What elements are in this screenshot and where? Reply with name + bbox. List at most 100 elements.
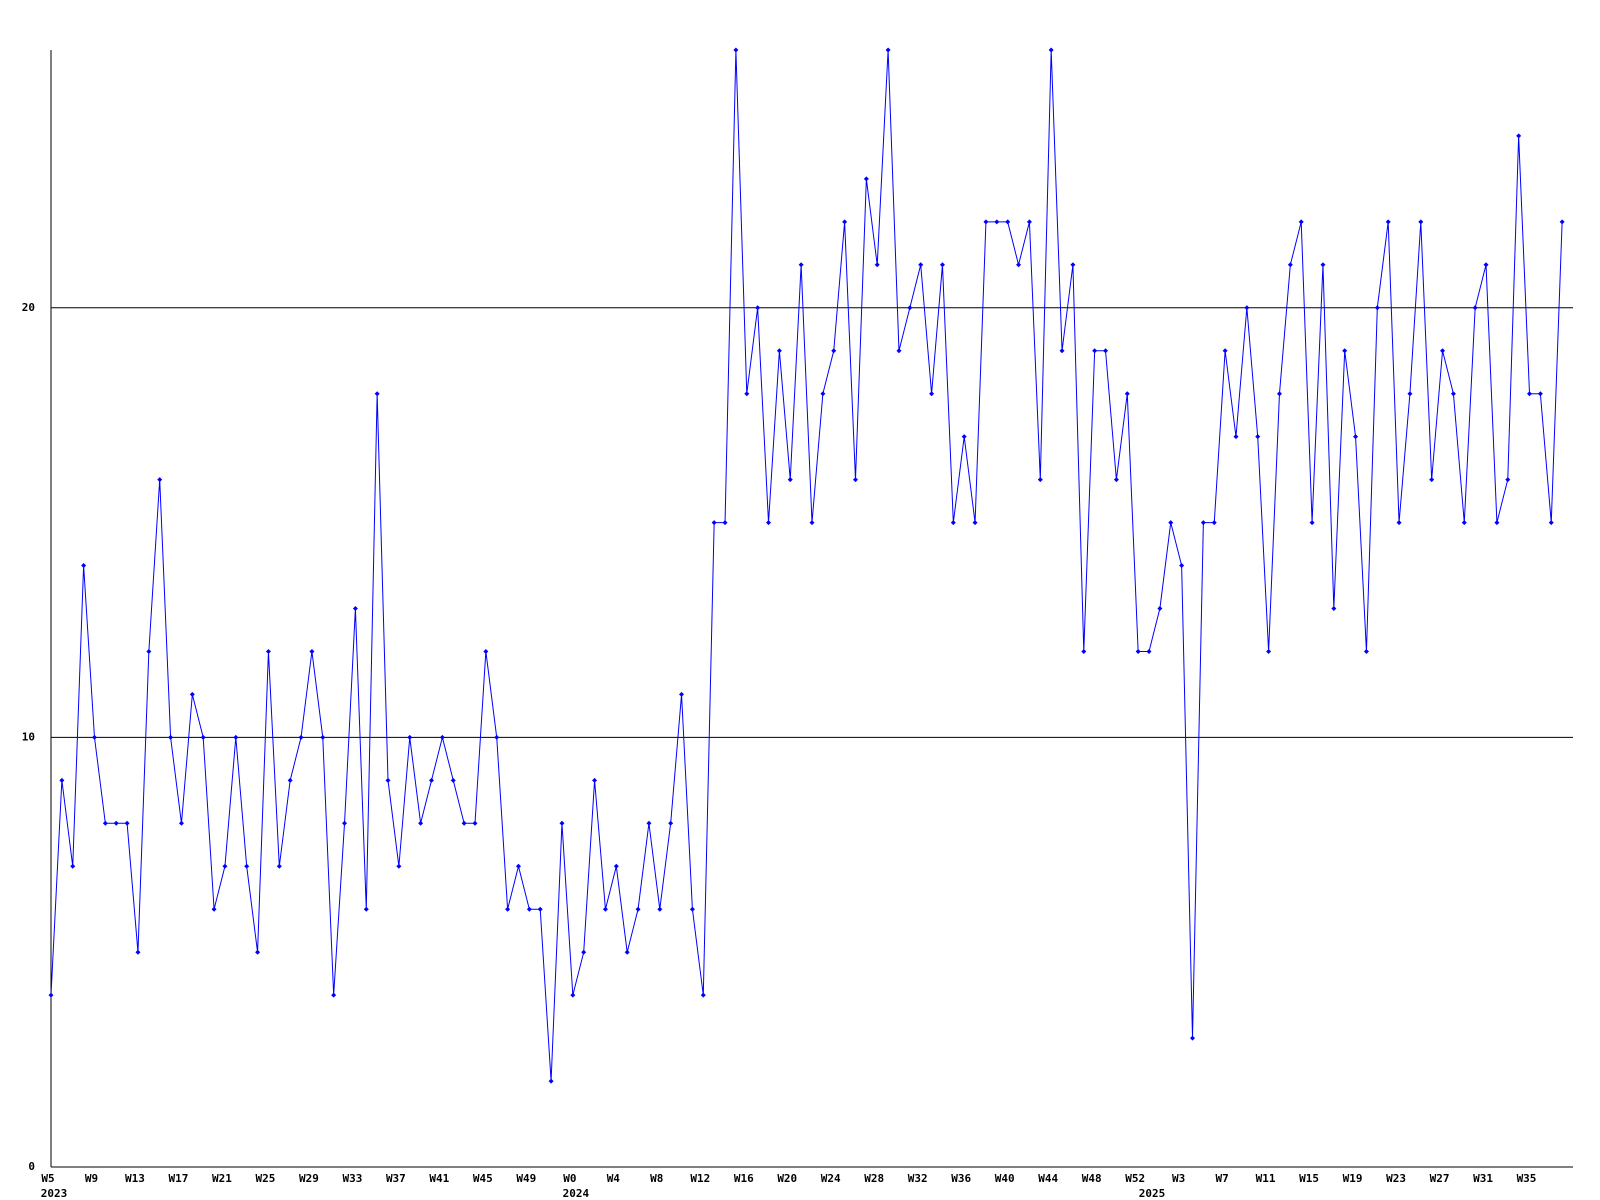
data-point [363, 906, 369, 912]
x-tick-label: W29 [299, 1172, 319, 1185]
data-point [1135, 648, 1141, 654]
data-point [1548, 520, 1554, 526]
data-point [657, 906, 663, 912]
data-point [1342, 348, 1348, 354]
x-tick-label: W33 [342, 1172, 362, 1185]
x-tick-label: W52 [1125, 1172, 1145, 1185]
data-point [950, 520, 956, 526]
data-point [570, 992, 576, 998]
data-point [918, 262, 924, 268]
data-point [1124, 391, 1130, 397]
x-tick-label: W11 [1256, 1172, 1276, 1185]
data-point [505, 906, 511, 912]
data-point [439, 734, 445, 740]
data-point [1222, 348, 1228, 354]
y-tick-label: 20 [22, 301, 35, 314]
data-point [59, 777, 65, 783]
data-point [689, 906, 695, 912]
x-tick-label: W0 [563, 1172, 576, 1185]
x-tick-label: W25 [255, 1172, 275, 1185]
data-point [852, 477, 858, 483]
data-point [874, 262, 880, 268]
data-point [929, 391, 935, 397]
x-tick-label: W31 [1473, 1172, 1493, 1185]
data-point [766, 520, 772, 526]
data-point [635, 906, 641, 912]
y-tick-label: 0 [28, 1160, 35, 1173]
data-point [1233, 434, 1239, 440]
data-point [1309, 520, 1315, 526]
data-point [624, 949, 630, 955]
x-tick-label: W16 [734, 1172, 754, 1185]
data-point [1353, 434, 1359, 440]
x-tick-label: W32 [908, 1172, 928, 1185]
x-tick-label: W13 [125, 1172, 145, 1185]
data-point [787, 477, 793, 483]
data-point [233, 734, 239, 740]
x-tick-label: W19 [1343, 1172, 1363, 1185]
data-point [1418, 219, 1424, 225]
data-point [939, 262, 945, 268]
data-point [711, 520, 717, 526]
data-point [342, 820, 348, 826]
data-point [1266, 648, 1272, 654]
data-point [48, 992, 54, 998]
data-point [1505, 477, 1511, 483]
data-point [211, 906, 217, 912]
data-point [1190, 1035, 1195, 1041]
data-point [102, 820, 108, 826]
data-point [320, 734, 326, 740]
data-point [755, 305, 761, 311]
data-point [983, 219, 989, 225]
data-point [559, 820, 565, 826]
data-point [494, 734, 500, 740]
data-point [1287, 262, 1293, 268]
data-point [1157, 606, 1163, 611]
x-tick-label: W8 [650, 1172, 663, 1185]
data-point [352, 606, 358, 611]
data-point [1450, 391, 1456, 397]
x-tick-label: W27 [1430, 1172, 1450, 1185]
data-point [1048, 47, 1054, 53]
data-point [526, 906, 532, 912]
data-point [994, 219, 1000, 225]
data-point [1026, 219, 1032, 225]
data-point [1103, 348, 1109, 354]
data-point [809, 520, 815, 526]
data-point [396, 863, 402, 869]
data-point [613, 863, 619, 869]
data-point [255, 949, 261, 955]
x-tick-label: W45 [473, 1172, 493, 1185]
data-point [450, 777, 456, 783]
data-point [113, 820, 119, 826]
data-point [309, 648, 315, 654]
x-tick-label: W20 [777, 1172, 797, 1185]
data-point [1385, 219, 1391, 225]
data-point [331, 992, 337, 998]
data-point [124, 820, 130, 826]
data-point [1037, 477, 1043, 483]
data-point [157, 477, 163, 483]
data-point [1559, 219, 1565, 225]
x-tick-label: W40 [995, 1172, 1015, 1185]
data-point [374, 391, 380, 397]
data-point [885, 47, 891, 53]
data-point [1429, 477, 1435, 483]
data-point [1494, 520, 1500, 526]
data-point [1276, 391, 1282, 397]
data-point [842, 219, 848, 225]
data-point [483, 648, 489, 654]
data-point [189, 691, 195, 697]
data-point [418, 820, 424, 826]
data-point [1407, 391, 1413, 397]
x-tick-label: W48 [1082, 1172, 1102, 1185]
data-point [265, 648, 271, 654]
data-point [668, 820, 674, 826]
data-point [581, 949, 587, 955]
data-point [679, 691, 685, 697]
x-tick-label: W44 [1038, 1172, 1058, 1185]
data-point [1016, 262, 1022, 268]
data-point [1005, 219, 1011, 225]
data-point [91, 734, 97, 740]
